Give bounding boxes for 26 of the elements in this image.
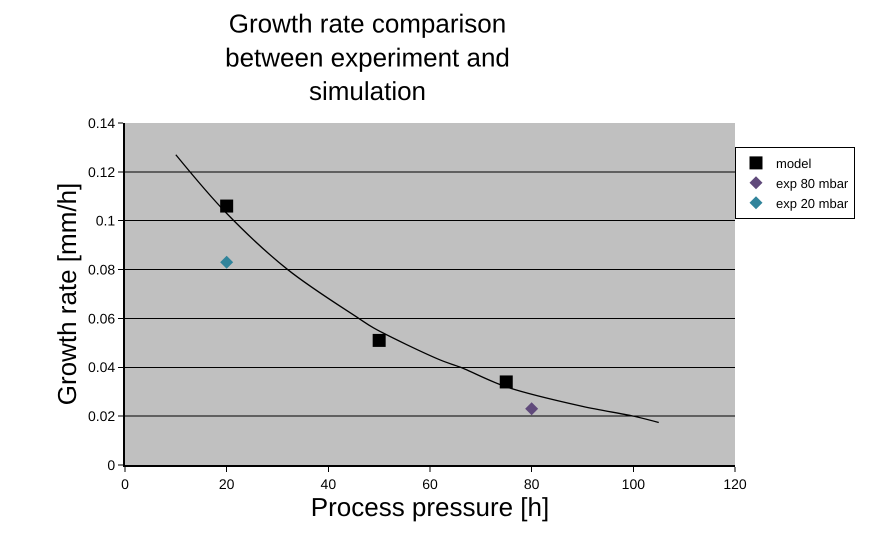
x-tick-label: 120 bbox=[723, 476, 747, 492]
x-tick-label: 0 bbox=[121, 476, 130, 492]
y-axis-title: Growth rate [mm/h] bbox=[52, 182, 82, 406]
y-tick-label: 0.14 bbox=[88, 114, 116, 131]
point bbox=[220, 200, 234, 213]
x-axis-title: Process pressure [h] bbox=[310, 492, 550, 522]
point bbox=[220, 256, 234, 269]
x-tick-label: 80 bbox=[524, 476, 540, 492]
x-tick-label: 20 bbox=[218, 476, 235, 492]
legend-label: exp 80 mbar bbox=[776, 176, 849, 191]
y-tick-label: 0.02 bbox=[88, 408, 116, 424]
legend-label: model bbox=[776, 156, 812, 171]
point bbox=[372, 334, 386, 347]
y-tick-label: 0.12 bbox=[88, 164, 116, 180]
point bbox=[525, 402, 538, 416]
y-tick-label: 0.1 bbox=[96, 212, 116, 229]
y-tick-label: 0.08 bbox=[88, 261, 116, 278]
y-tick-label: 0.04 bbox=[88, 359, 116, 376]
x-tick-label: 100 bbox=[622, 476, 646, 492]
y-tick-label: 0.06 bbox=[88, 310, 116, 326]
chart-title: Growth rate comparison between experiment and simulation bbox=[225, 8, 510, 106]
y-tick-label: 0 bbox=[107, 456, 116, 473]
point bbox=[500, 375, 513, 388]
legend-label: exp 20 mbar bbox=[776, 196, 849, 211]
x-tick-label: 40 bbox=[320, 476, 336, 492]
x-tick-label: 60 bbox=[422, 476, 438, 492]
